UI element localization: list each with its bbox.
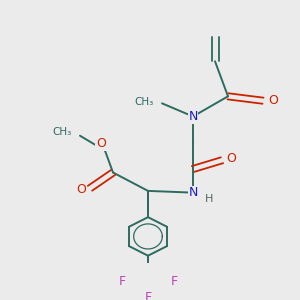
Text: N: N [188, 110, 198, 123]
Text: O: O [226, 152, 236, 165]
Text: O: O [76, 183, 86, 196]
Text: F: F [144, 291, 152, 300]
Text: F: F [118, 274, 126, 288]
Text: O: O [96, 137, 106, 150]
Text: N: N [188, 186, 198, 199]
Text: H: H [205, 194, 213, 204]
Text: CH₃: CH₃ [134, 97, 154, 106]
Text: CH₃: CH₃ [52, 127, 72, 137]
Text: F: F [170, 274, 178, 288]
Text: O: O [268, 94, 278, 107]
